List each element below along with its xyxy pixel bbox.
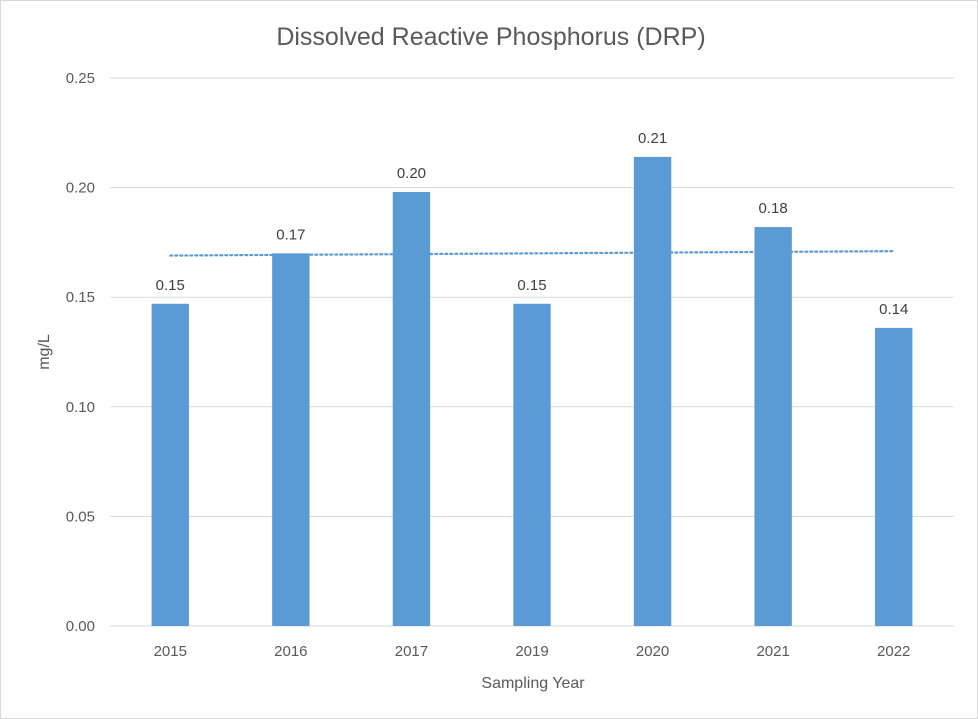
- bar-2016: [272, 253, 310, 627]
- x-tick-label-2017: 2017: [395, 643, 428, 660]
- x-tick-label-2016: 2016: [274, 643, 307, 660]
- y-tick-label: 0.20: [66, 180, 95, 197]
- x-axis-ticks: 2015 2016 2017 2019 2020 2021 2022: [154, 643, 911, 660]
- y-axis-ticks: 0.00 0.05 0.10 0.15 0.20 0.25: [66, 70, 95, 635]
- bar-2015: [151, 303, 189, 626]
- y-tick-label: 0.25: [66, 70, 95, 87]
- x-axis-label: Sampling Year: [481, 675, 585, 692]
- data-label-2016: 0.17: [276, 226, 305, 243]
- x-tick-label-2015: 2015: [154, 643, 187, 660]
- chart-title: Dissolved Reactive Phosphorus (DRP): [276, 23, 705, 51]
- x-tick-label-2020: 2020: [636, 643, 669, 660]
- data-labels: 0.15 0.17 0.20 0.15 0.21 0.18 0.14: [156, 130, 909, 318]
- bar-2020: [633, 156, 672, 627]
- data-label-2020: 0.21: [638, 130, 667, 147]
- bar-2022: [875, 327, 913, 626]
- data-label-2022: 0.14: [879, 301, 908, 318]
- trendline-group: [169, 250, 895, 257]
- y-axis-label: mg/L: [36, 334, 53, 370]
- y-tick-label: 0.05: [66, 508, 95, 525]
- data-label-2019: 0.15: [517, 277, 546, 294]
- bars: [151, 156, 913, 627]
- y-tick-label: 0.15: [66, 289, 95, 306]
- trendline: [169, 250, 895, 257]
- data-label-2015: 0.15: [156, 277, 185, 294]
- y-tick-label: 0.00: [66, 618, 95, 635]
- bar-2017: [392, 191, 431, 626]
- data-label-2017: 0.20: [397, 165, 426, 182]
- x-tick-label-2019: 2019: [515, 643, 548, 660]
- data-label-2021: 0.18: [759, 200, 788, 217]
- bar-2021: [754, 227, 792, 626]
- bar-2019: [513, 303, 551, 626]
- x-tick-label-2021: 2021: [756, 643, 789, 660]
- x-tick-label-2022: 2022: [877, 643, 910, 660]
- y-tick-label: 0.10: [66, 399, 95, 416]
